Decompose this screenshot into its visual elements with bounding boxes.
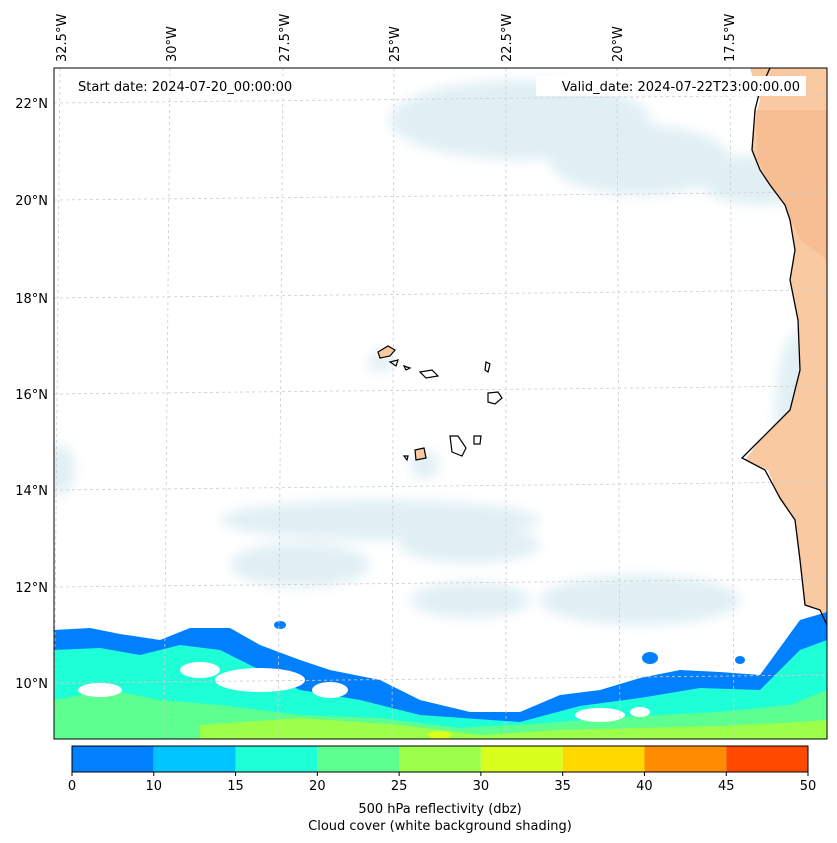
- colorbar-tick-label: 25: [391, 779, 408, 794]
- colorbar-tick-label: 50: [800, 779, 817, 794]
- valid-date-box: [536, 76, 806, 96]
- colorbar-tick-label: 35: [554, 779, 571, 794]
- reflectivity-field: [54, 612, 827, 739]
- valid-date-label: Valid_date: 2024-07-22T23:00:00.00: [562, 80, 800, 95]
- colorbar-segment: [235, 746, 318, 772]
- gridlines: [54, 68, 827, 739]
- colorbar-tick-label: 45: [718, 779, 735, 794]
- start-date-box: [72, 76, 310, 96]
- lon-label-22-5w: 22.5°W: [500, 14, 515, 62]
- lon-label-25w: 25°W: [388, 26, 403, 62]
- lon-label-17-5w: 17.5°W: [723, 14, 738, 62]
- colorbar-label-cloud-cover: Cloud cover (white background shading): [308, 819, 572, 834]
- colorbar-tick-label: 40: [636, 779, 653, 794]
- lat-label-12n: 12°N: [15, 581, 48, 596]
- lon-label-20w: 20°W: [611, 26, 626, 62]
- map-frame: [53, 67, 828, 740]
- colorbar-segment: [726, 746, 808, 772]
- lon-label-27-5w: 27.5°W: [278, 14, 293, 62]
- colorbar-frame: [71, 745, 809, 773]
- colorbar-segment: [399, 746, 481, 772]
- lat-label-22n: 22°N: [15, 97, 48, 112]
- lon-label-30w: 30°W: [165, 26, 180, 62]
- colorbar-tick-label: 10: [146, 779, 163, 794]
- lat-label-16n: 16°N: [15, 388, 48, 403]
- lat-label-10n: 10°N: [15, 677, 48, 692]
- colorbar-segment: [317, 746, 400, 772]
- map-area: Start date: 2024-07-20_00:00:00 Valid_da…: [54, 68, 827, 739]
- colorbar: 0 10 15 20 25 30 35 40 45 50: [68, 745, 817, 794]
- colorbar-tick-label: 30: [473, 779, 490, 794]
- longitude-axis: 32.5°W 30°W 27.5°W 25°W 22.5°W 20°W 17.5…: [55, 14, 738, 62]
- colorbar-tick-label: 15: [227, 779, 244, 794]
- colorbar-segment: [480, 746, 563, 772]
- cape-verde-islands: [377, 345, 503, 462]
- colorbar-segment: [72, 746, 154, 772]
- colorbar-tick-label: 20: [309, 779, 326, 794]
- africa-land-shade: [755, 110, 827, 260]
- colorbar-segment: [644, 746, 727, 772]
- africa-coastline: [740, 68, 827, 626]
- lat-label-14n: 14°N: [15, 484, 48, 499]
- start-date-label: Start date: 2024-07-20_00:00:00: [78, 80, 292, 95]
- latitude-axis: 22°N 20°N 18°N 16°N 14°N 12°N 10°N: [15, 97, 48, 692]
- lat-label-20n: 20°N: [15, 194, 48, 209]
- lat-label-18n: 18°N: [15, 292, 48, 307]
- lon-label-32-5w: 32.5°W: [55, 14, 70, 62]
- colorbar-segment: [153, 746, 236, 772]
- colorbar-segment: [562, 746, 645, 772]
- colorbar-tick-label: 0: [68, 779, 76, 794]
- colorbar-label-reflectivity: 500 hPa reflectivity (dbz): [358, 802, 521, 817]
